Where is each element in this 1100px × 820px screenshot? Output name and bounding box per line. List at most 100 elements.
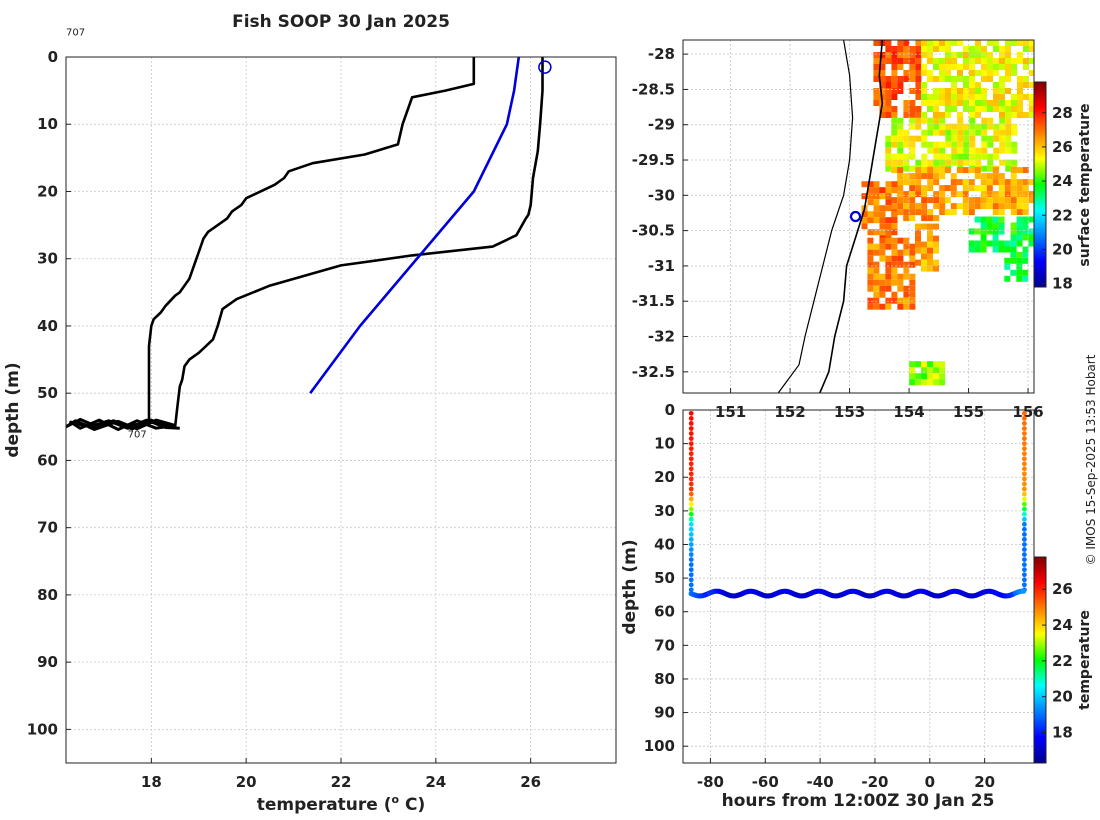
sst-cell	[891, 187, 898, 194]
sst-cell	[861, 181, 868, 188]
sst-cell	[963, 82, 969, 88]
sst-cell	[975, 94, 981, 100]
sst-cell	[1029, 106, 1034, 112]
sst-cell	[980, 228, 987, 235]
sst-cell	[969, 123, 976, 130]
sst-cell	[915, 235, 921, 242]
descent-point	[688, 471, 694, 477]
sst-cell	[992, 197, 999, 204]
sst-cell	[987, 70, 993, 76]
sst-cell	[867, 297, 874, 304]
sst-cell	[879, 303, 886, 310]
sst-cell	[909, 243, 916, 250]
sst-cell	[915, 112, 922, 118]
sst-cell	[950, 173, 957, 180]
sst-cell	[987, 117, 994, 124]
sst-cell	[1016, 240, 1023, 247]
sst-cell	[1005, 129, 1012, 136]
ascent-point	[1022, 486, 1027, 492]
sst-cell	[957, 153, 964, 160]
sst-cell	[891, 94, 898, 100]
sst-cell	[1011, 40, 1017, 46]
sst-cell	[909, 64, 916, 70]
sst-cell	[1028, 197, 1034, 204]
sst-cell	[1005, 88, 1011, 94]
time-depth-y-tick-label: 90	[654, 704, 675, 722]
sst-cell	[1017, 112, 1023, 118]
sst-cell	[963, 52, 969, 58]
sst-cell	[933, 40, 939, 46]
descent-point	[688, 486, 694, 492]
sst-cell	[999, 141, 1006, 148]
map-y-tick-label: -31	[648, 257, 675, 275]
sst-cell	[1005, 117, 1012, 124]
sst-cell	[921, 100, 927, 106]
descent-point	[688, 542, 694, 547]
sst-cell	[986, 191, 993, 198]
ascent-point	[1022, 562, 1027, 568]
sst-cell	[891, 76, 898, 82]
ascent-point	[1022, 501, 1027, 507]
sst-cell	[921, 153, 928, 160]
sst-cell	[915, 379, 922, 386]
sst-cell	[992, 246, 999, 253]
sst-cell	[915, 82, 922, 88]
sst-cell	[897, 191, 904, 198]
sst-cell	[879, 106, 886, 112]
time-depth-y-tick-label: 20	[654, 468, 675, 486]
sst-cell	[927, 185, 934, 192]
sst-cell	[873, 211, 880, 218]
sst-cell	[968, 167, 975, 174]
sst-cell	[879, 76, 886, 82]
sst-cell	[951, 94, 957, 100]
sst-cell	[987, 40, 993, 46]
sst-cell	[951, 141, 958, 148]
sst-cell	[909, 297, 916, 304]
sst-cell	[915, 179, 922, 186]
sst-cell	[891, 141, 898, 148]
sst-cell	[927, 141, 934, 148]
credit-line: © IMOS 15-Sep-2025 13:53 Hobart	[1084, 354, 1098, 565]
sst-cell	[885, 141, 892, 148]
sst-cell	[885, 82, 892, 88]
sst-cell	[1016, 209, 1023, 216]
sst-cell	[969, 58, 975, 64]
sst-cell	[1017, 100, 1023, 106]
sst-cell	[873, 64, 880, 70]
sst-cell	[981, 106, 987, 112]
sst-cell	[933, 159, 940, 166]
map-y-tick-label: -28.5	[632, 80, 675, 98]
sst-cell	[897, 147, 904, 154]
sst-cell	[945, 153, 952, 160]
sst-cell	[915, 64, 922, 70]
sst-cell	[867, 279, 874, 286]
sst-cell	[999, 46, 1005, 52]
ascent-point	[1022, 471, 1027, 477]
sst-cell	[927, 58, 933, 64]
sst-cell	[921, 361, 928, 368]
sst-cell	[1004, 263, 1011, 270]
sst-cell	[915, 94, 922, 100]
sst-cell	[1004, 257, 1011, 264]
ascent-point	[1022, 572, 1027, 578]
map-lines	[777, 40, 884, 393]
sst-cell	[885, 273, 892, 280]
sst-cell	[933, 361, 940, 368]
sst-cell	[903, 58, 910, 64]
ascent-point	[1022, 567, 1027, 573]
sst-cell	[915, 241, 921, 248]
sst-cell	[992, 228, 999, 235]
map-colorbar-tick-label: 28	[1052, 104, 1073, 122]
sst-cell	[998, 209, 1005, 216]
sst-cell	[897, 303, 904, 310]
sst-cell	[891, 135, 898, 142]
sst-cell	[933, 247, 939, 254]
sst-cell	[981, 153, 988, 160]
sst-cell	[980, 173, 987, 180]
map-colorbar-tick-label: 20	[1052, 240, 1073, 258]
sst-cell	[939, 167, 946, 174]
sst-cell	[945, 94, 951, 100]
sst-cell	[987, 106, 993, 112]
sst-cell	[891, 159, 898, 166]
temperature-colorbar-ticks: 18 20 22 24 26	[1042, 580, 1073, 742]
